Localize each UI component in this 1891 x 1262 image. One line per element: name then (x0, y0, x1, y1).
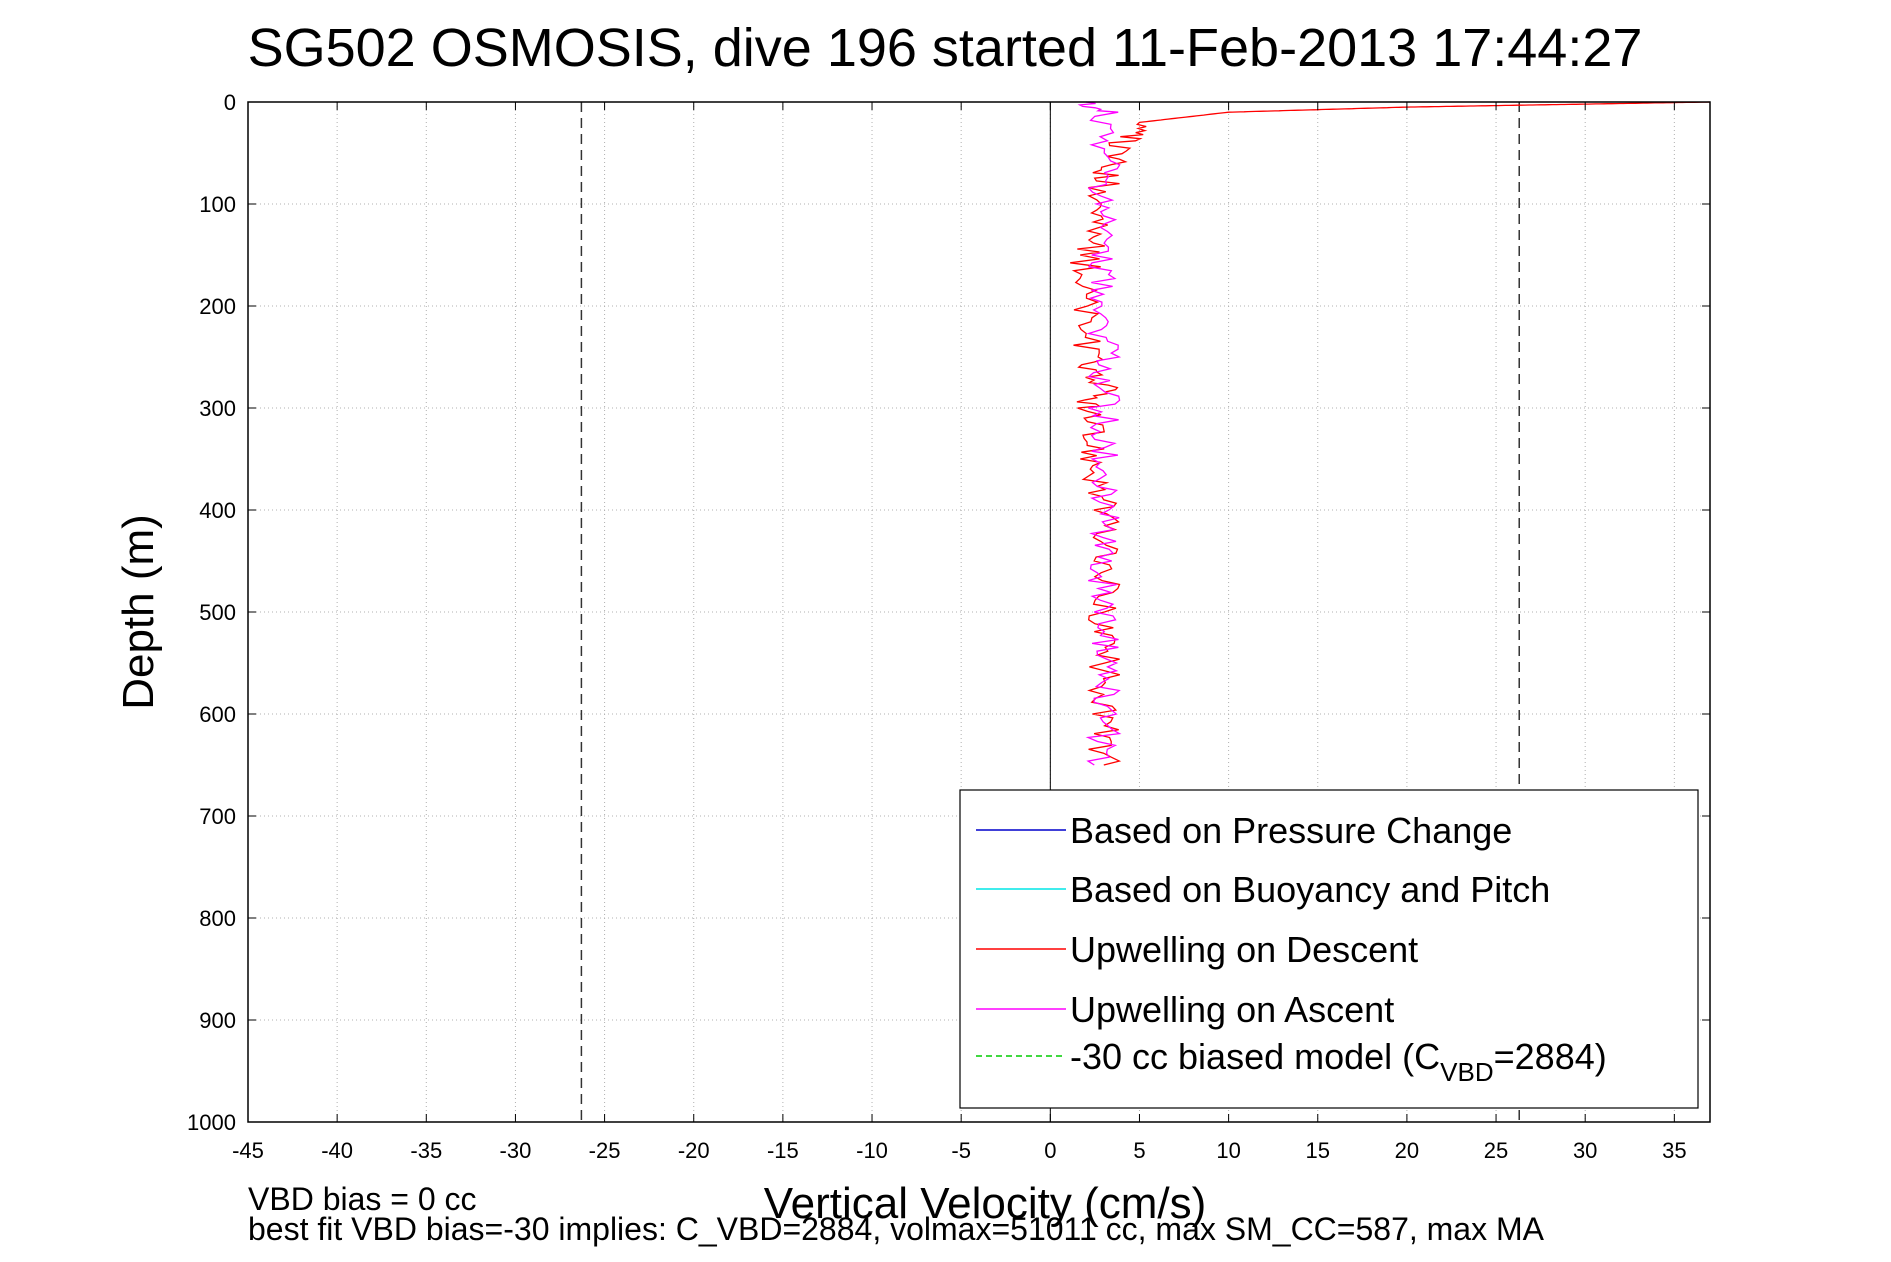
x-tick-label: -40 (321, 1138, 353, 1163)
legend-box (959, 789, 1699, 1109)
x-tick-label: 10 (1216, 1138, 1240, 1163)
footnote-vbd-bias: VBD bias = 0 cc (248, 1181, 477, 1217)
y-tick-label: 600 (199, 702, 236, 727)
x-tick-label: 5 (1133, 1138, 1145, 1163)
x-tick-label: -30 (500, 1138, 532, 1163)
series-line-4 (1077, 101, 1122, 766)
legend-label: Upwelling on Ascent (1070, 989, 1394, 1030)
x-tick-label: -10 (856, 1138, 888, 1163)
series-lines (1070, 101, 1711, 766)
x-tick-label: 30 (1573, 1138, 1597, 1163)
legend-label-subscript: VBD (1440, 1057, 1493, 1087)
y-axis-label: Depth (m) (114, 514, 163, 710)
x-tick-label: 20 (1395, 1138, 1419, 1163)
x-tick-label: -5 (951, 1138, 971, 1163)
y-tick-label: 200 (199, 294, 236, 319)
x-tick-label: -20 (678, 1138, 710, 1163)
footnote-best-fit: best fit VBD bias=-30 implies: C_VBD=288… (248, 1211, 1544, 1247)
legend-label: Upwelling on Descent (1070, 929, 1418, 970)
legend-label: Based on Pressure Change (1070, 810, 1512, 851)
legend: Based on Pressure Change Based on Buoyanc… (959, 789, 1699, 1109)
legend-label: Based on Buoyancy and Pitch (1070, 869, 1550, 910)
y-tick-label: 300 (199, 396, 236, 421)
x-tick-label: 25 (1484, 1138, 1508, 1163)
x-tick-label: -25 (589, 1138, 621, 1163)
y-tick-label: 400 (199, 498, 236, 523)
legend-label-suffix: =2884) (1494, 1036, 1607, 1077)
x-ticks: -45 -40 -35 -30 -25 -20 -15 -10 -5 0 5 10 15 20 25 30 35 (232, 102, 1687, 1163)
y-tick-label: 100 (199, 192, 236, 217)
y-tick-label: 1000 (187, 1110, 236, 1135)
y-tick-label: 0 (224, 90, 236, 115)
x-tick-label: -15 (767, 1138, 799, 1163)
x-tick-label: 15 (1306, 1138, 1330, 1163)
x-tick-label: 0 (1044, 1138, 1056, 1163)
y-tick-label: 800 (199, 906, 236, 931)
y-tick-label: 500 (199, 600, 236, 625)
x-tick-label: -45 (232, 1138, 264, 1163)
x-tick-label: 35 (1662, 1138, 1686, 1163)
chart-title: SG502 OSMOSIS, dive 196 started 11-Feb-2… (248, 18, 1643, 78)
x-axis-label: Vertical Velocity (cm/s) (764, 1179, 1207, 1228)
y-tick-label: 700 (199, 804, 236, 829)
y-ticks: 0 100 200 300 400 500 600 700 800 900 1000 (187, 90, 1710, 1135)
y-tick-label: 900 (199, 1008, 236, 1033)
x-tick-label: -35 (410, 1138, 442, 1163)
